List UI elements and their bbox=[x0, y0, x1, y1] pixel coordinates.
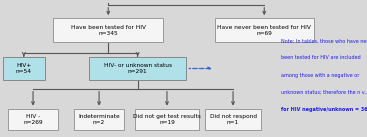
FancyBboxPatch shape bbox=[205, 109, 261, 130]
Text: Have never been tested for HIV
n=69: Have never been tested for HIV n=69 bbox=[217, 25, 311, 35]
FancyBboxPatch shape bbox=[3, 57, 45, 81]
Text: among those with a negative or: among those with a negative or bbox=[281, 73, 359, 78]
Text: unknown status; therefore the n v...: unknown status; therefore the n v... bbox=[281, 90, 367, 95]
Text: Have been tested for HIV
n=345: Have been tested for HIV n=345 bbox=[71, 25, 146, 35]
Text: HIV -
n=269: HIV - n=269 bbox=[23, 114, 43, 125]
Text: HIV- or unknown status
n=291: HIV- or unknown status n=291 bbox=[103, 63, 172, 74]
FancyBboxPatch shape bbox=[215, 18, 314, 42]
Text: been tested for HIV are included: been tested for HIV are included bbox=[281, 55, 360, 60]
FancyBboxPatch shape bbox=[89, 57, 186, 81]
FancyBboxPatch shape bbox=[135, 109, 199, 130]
Text: Did not respond
n=1: Did not respond n=1 bbox=[210, 114, 257, 125]
Text: Did not get test results
n=19: Did not get test results n=19 bbox=[133, 114, 201, 125]
FancyBboxPatch shape bbox=[53, 18, 163, 42]
FancyBboxPatch shape bbox=[74, 109, 124, 130]
Text: Note: In tables, those who have neve: Note: In tables, those who have neve bbox=[281, 38, 367, 43]
Text: HIV+
n=54: HIV+ n=54 bbox=[16, 63, 32, 74]
Text: for HIV negative/unknown = 360: for HIV negative/unknown = 360 bbox=[281, 107, 367, 112]
Text: Indeterminate
n=2: Indeterminate n=2 bbox=[78, 114, 120, 125]
FancyBboxPatch shape bbox=[8, 109, 58, 130]
